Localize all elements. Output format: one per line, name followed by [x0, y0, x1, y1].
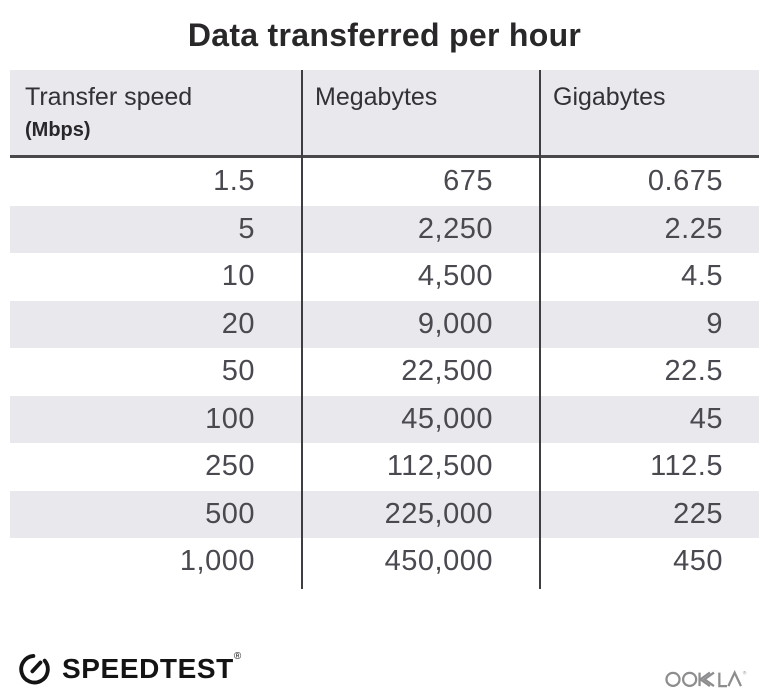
- column-header-label: Megabytes: [315, 83, 438, 111]
- column-header-label: Gigabytes: [553, 83, 666, 111]
- table-cell: 100: [205, 402, 255, 435]
- table-cell: 20: [221, 307, 255, 340]
- column-divider: [539, 70, 541, 589]
- table-cell: 45: [689, 402, 723, 435]
- column-header-label: Transfer speed: [25, 83, 193, 111]
- table-row: 500 225,000 225: [10, 490, 759, 538]
- table-cell: 10: [221, 260, 255, 293]
- table-cell: 5: [238, 212, 255, 245]
- ookla-registered-mark: ®: [743, 669, 747, 676]
- table-cell: 45,000: [401, 402, 493, 435]
- table-cell: 2.25: [664, 212, 723, 245]
- table-cell: 225,000: [384, 497, 493, 530]
- table-cell: 9,000: [417, 307, 493, 340]
- table-cell: 22.5: [664, 355, 723, 388]
- table-row: 5 2,250 2.25: [10, 205, 759, 253]
- speedtest-gauge-icon: [19, 654, 50, 685]
- table-cell: 250: [205, 450, 255, 483]
- table-cell: 112,500: [386, 450, 493, 483]
- column-header-units: (Mbps): [25, 119, 91, 141]
- table-cell: 450: [673, 545, 723, 578]
- table-row: 20 9,000 9: [10, 300, 759, 348]
- column-header-gigabytes: Gigabytes: [540, 70, 759, 155]
- ookla-wordmark-icon: ®: [665, 669, 747, 688]
- table-row: 1.5 675 0.675: [10, 158, 759, 206]
- speedtest-logo: SPEEDTEST®: [17, 651, 241, 686]
- table-cell: 1.5: [213, 165, 255, 198]
- table-cell: 22,500: [401, 355, 493, 388]
- column-header-transfer-speed: Transfer speed (Mbps): [10, 70, 302, 155]
- table-row: 50 22,500 22.5: [10, 348, 759, 396]
- table-cell: 500: [205, 497, 255, 530]
- table-cell: 1,000: [179, 545, 255, 578]
- table-cell: 450,000: [384, 545, 493, 578]
- speedtest-wordmark-text: SPEEDTEST: [62, 652, 234, 684]
- data-table: Transfer speed (Mbps) Megabytes Gigabyte…: [10, 70, 759, 589]
- table-header-row: Transfer speed (Mbps) Megabytes Gigabyte…: [10, 70, 759, 158]
- table-cell: 50: [221, 355, 255, 388]
- table-cell: 0.675: [647, 165, 723, 198]
- column-header-megabytes: Megabytes: [302, 70, 540, 155]
- registered-trademark-mark: ®: [233, 650, 242, 662]
- table-row: 1,000 450,000 450: [10, 538, 759, 586]
- table-row: 10 4,500 4.5: [10, 253, 759, 301]
- table-cell: 4.5: [681, 260, 723, 293]
- table-cell: 9: [706, 307, 723, 340]
- table-cell: 2,250: [417, 212, 493, 245]
- table-cell: 225: [673, 497, 723, 530]
- table-cell: 4,500: [417, 260, 493, 293]
- table-cell: 675: [443, 165, 493, 198]
- table-row: 250 112,500 112.5: [10, 443, 759, 491]
- page-title: Data transferred per hour: [187, 17, 582, 53]
- speedtest-wordmark: SPEEDTEST®: [62, 650, 242, 685]
- table-cell: 112.5: [650, 450, 723, 483]
- table-row: 100 45,000 45: [10, 395, 759, 443]
- column-divider: [301, 70, 303, 589]
- table-body: 1.5 675 0.675 5 2,250 2.25 10 4,500 4.5 20 9,000 9 5…: [10, 158, 759, 586]
